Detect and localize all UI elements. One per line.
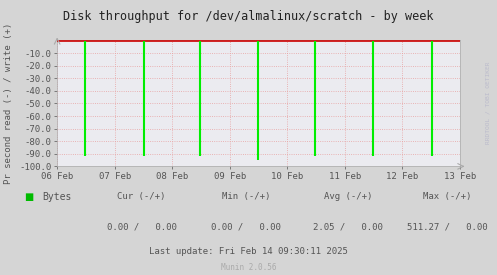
Text: ■: ■ <box>24 192 33 202</box>
Text: Bytes: Bytes <box>42 192 72 202</box>
Text: Pr second read (-) / write (+): Pr second read (-) / write (+) <box>4 23 13 184</box>
Text: Cur (-/+): Cur (-/+) <box>117 192 166 201</box>
Text: Max (-/+): Max (-/+) <box>423 192 472 201</box>
Text: RRDTOOL / TOBI OETIKER: RRDTOOL / TOBI OETIKER <box>486 62 491 144</box>
Text: Last update: Fri Feb 14 09:30:11 2025: Last update: Fri Feb 14 09:30:11 2025 <box>149 247 348 256</box>
Text: 2.05 /   0.00: 2.05 / 0.00 <box>313 222 383 231</box>
Text: 0.00 /   0.00: 0.00 / 0.00 <box>107 222 176 231</box>
Text: Disk throughput for /dev/almalinux/scratch - by week: Disk throughput for /dev/almalinux/scrat… <box>63 10 434 23</box>
Text: 511.27 /   0.00: 511.27 / 0.00 <box>407 222 488 231</box>
Text: Avg (-/+): Avg (-/+) <box>324 192 372 201</box>
Text: Min (-/+): Min (-/+) <box>222 192 270 201</box>
Text: Munin 2.0.56: Munin 2.0.56 <box>221 263 276 272</box>
Text: 0.00 /   0.00: 0.00 / 0.00 <box>211 222 281 231</box>
